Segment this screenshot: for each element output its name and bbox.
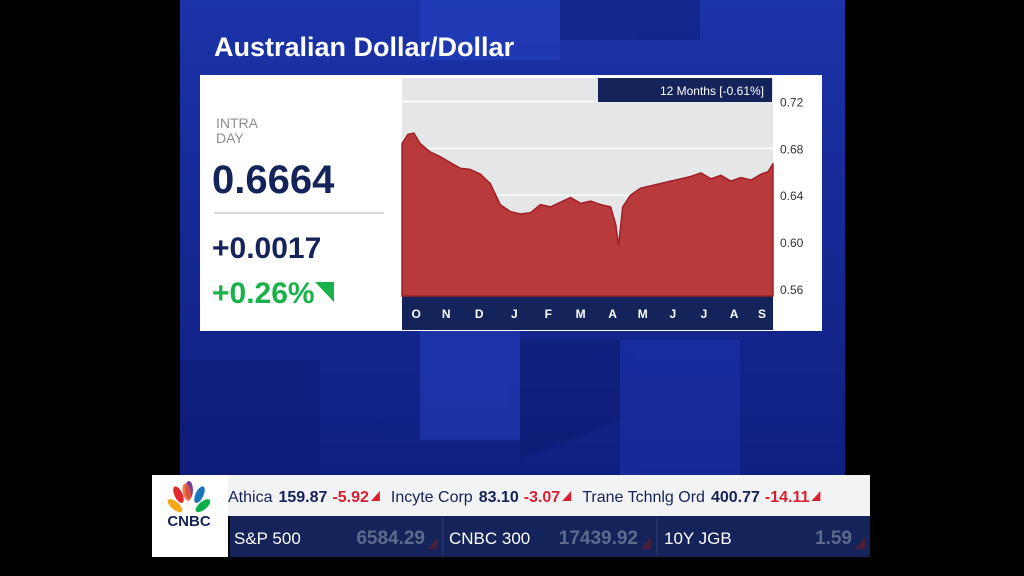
down-arrow [370, 491, 380, 501]
y-tick-label: 0.72 [780, 95, 804, 109]
index-value: 1.59 [815, 528, 852, 549]
down-arrow [428, 537, 438, 549]
x-tick-label: M [638, 307, 648, 321]
x-tick-label: J [670, 307, 677, 321]
logo-text: CNBC [167, 513, 210, 530]
ticker-bottom [230, 516, 870, 557]
quote-label: DAY [216, 130, 244, 146]
stock-name: Incyte Corp [391, 489, 473, 506]
up-arrow [315, 282, 334, 302]
stock-price: 400.77 [711, 489, 760, 506]
x-tick-label: J [511, 307, 518, 321]
range-label: 12 Months [-0.61%] [660, 84, 764, 98]
quote-percent: +0.26% [212, 277, 315, 310]
x-tick-label: M [576, 307, 586, 321]
quote-label: INTRA [216, 115, 259, 131]
x-tick-label: N [442, 307, 451, 321]
x-tick-label: A [608, 307, 617, 321]
area [401, 132, 774, 297]
quote-change: +0.0017 [212, 232, 321, 265]
x-axis-strip [402, 296, 773, 330]
y-tick-label: 0.68 [780, 142, 804, 156]
stock-price: 83.10 [479, 489, 519, 506]
x-tick-label: A [730, 307, 739, 321]
x-tick-label: J [701, 307, 708, 321]
index-name: S&P 500 [234, 529, 301, 548]
y-tick-label: 0.60 [780, 236, 804, 250]
title: Australian Dollar/Dollar [214, 32, 515, 62]
stock-change: -3.07 [524, 489, 561, 506]
stock-change: -14.11 [765, 489, 810, 506]
backdrop-shapes [180, 0, 740, 476]
index-name: CNBC 300 [449, 529, 530, 548]
index-value: 6584.29 [356, 528, 425, 549]
down-arrow [641, 537, 651, 549]
down-arrow [562, 491, 572, 501]
stock-change: -5.92 [332, 489, 369, 506]
y-tick-label: 0.56 [780, 283, 804, 297]
ticker: Athica 159.87 -5.92 Incyte Corp 83.10 -3.07 Tr… [228, 489, 865, 549]
plot: 0.56 0.60 0.64 0.68 0.72 O N D J F M A M J J A S [401, 95, 804, 321]
down-arrow [811, 491, 821, 501]
down-arrow [855, 537, 865, 549]
index-name: 10Y JGB [664, 529, 732, 548]
stock-price: 159.87 [278, 489, 327, 506]
x-tick-label: O [411, 307, 420, 321]
x-tick-label: D [475, 307, 484, 321]
index-value: 17439.92 [559, 528, 638, 549]
stock-name: Athica [228, 489, 273, 506]
x-tick-label: F [545, 307, 552, 321]
stock-name: Trane Tchnlg Ord [582, 489, 705, 506]
peacock [167, 481, 211, 513]
quote-price: 0.6664 [212, 158, 335, 202]
x-tick-label: S [758, 307, 766, 321]
y-tick-label: 0.64 [780, 189, 804, 203]
range-badge [598, 78, 772, 102]
ticker-top [152, 475, 870, 516]
